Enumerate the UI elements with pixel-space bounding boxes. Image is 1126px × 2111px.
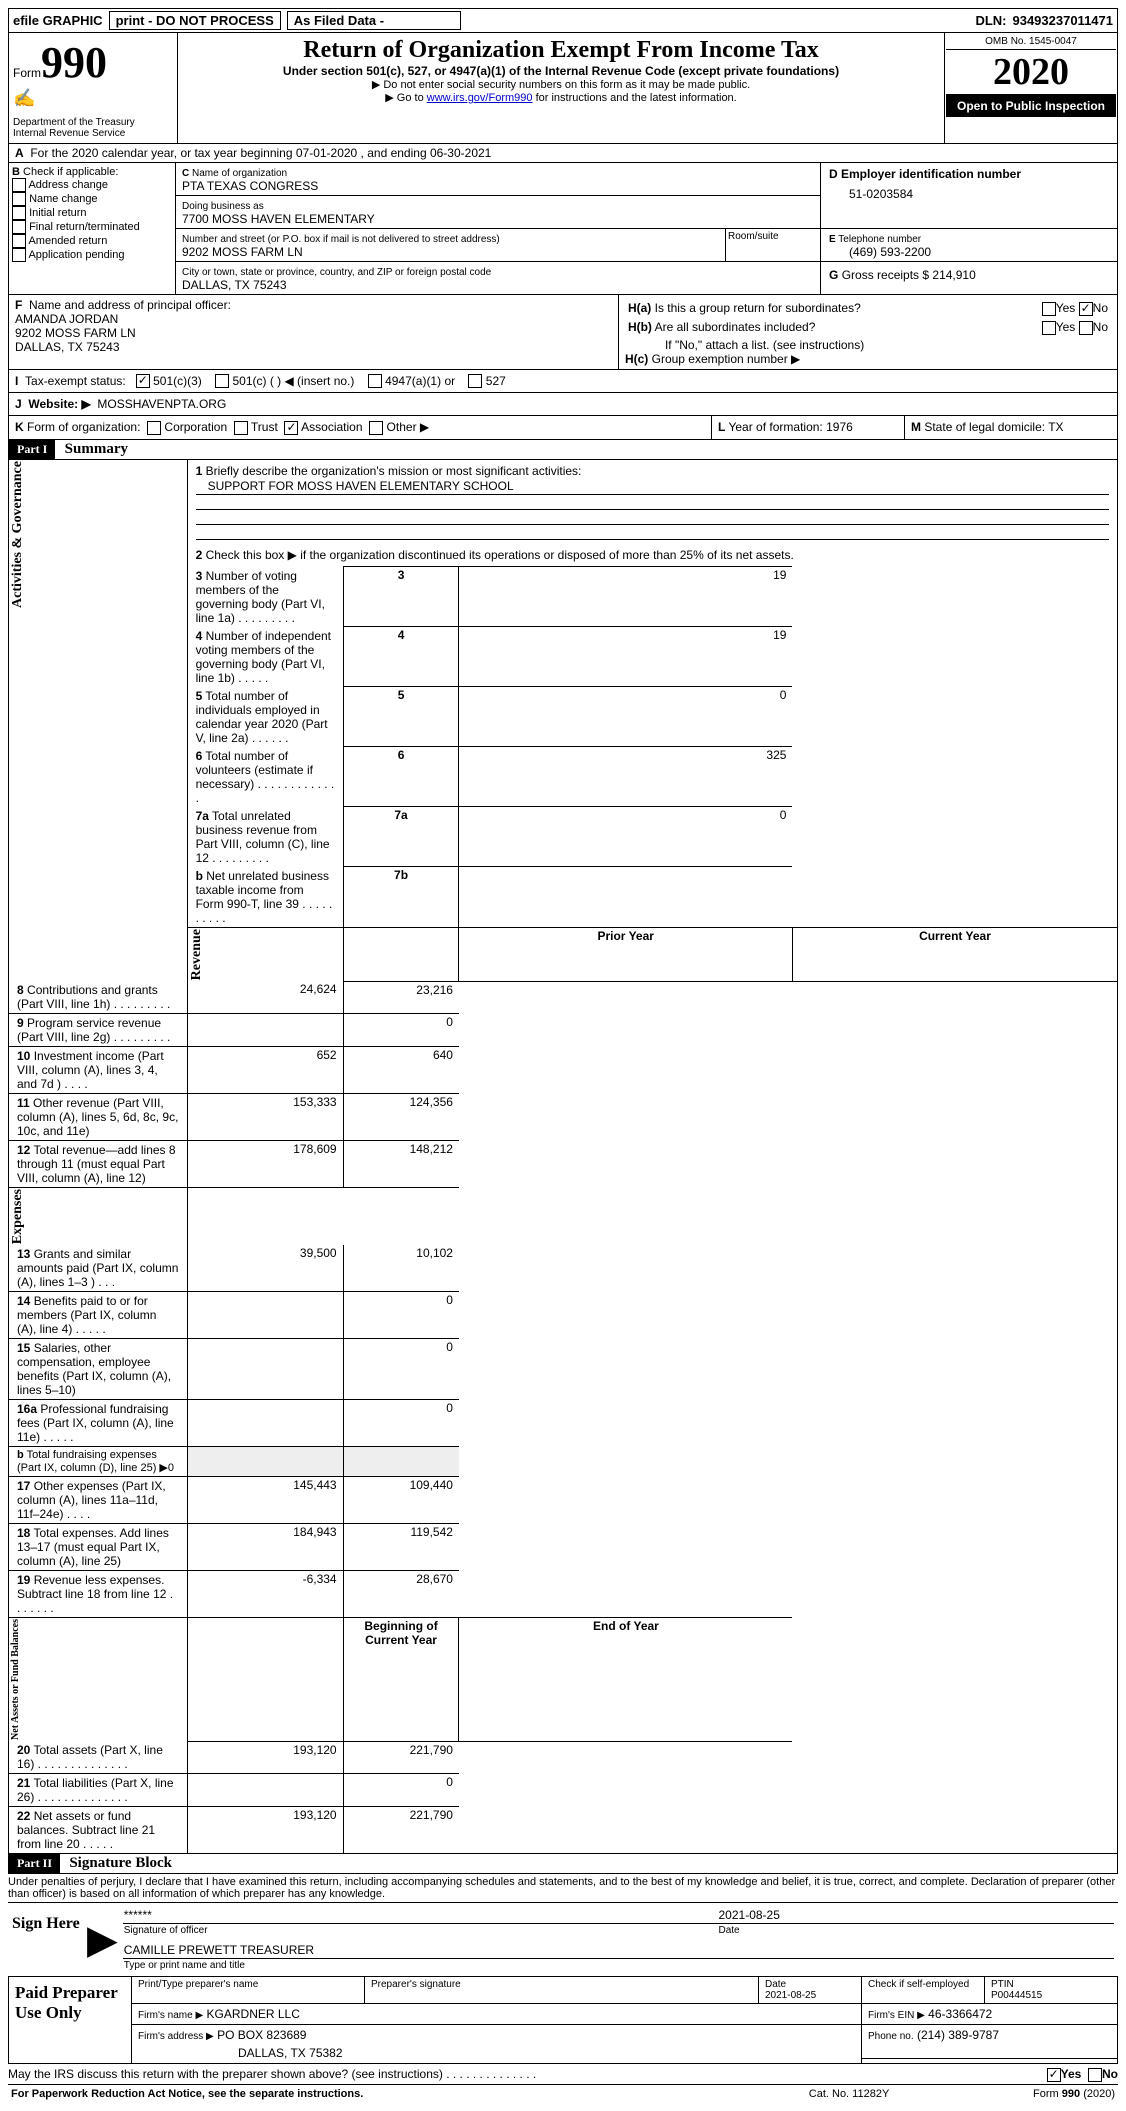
summary-row: 20 Total assets (Part X, line 16) . . . … — [9, 1741, 1118, 1774]
officer-print-name: CAMILLE PREWETT TREASURER — [123, 1937, 1114, 1959]
room-suite-label: Room/suite — [726, 229, 821, 261]
year-formation: 1976 — [826, 420, 853, 434]
summary-row: b Total fundraising expenses (Part IX, c… — [9, 1447, 1118, 1477]
form-subtitle: Under section 501(c), 527, or 4947(a)(1)… — [182, 64, 940, 78]
prep-date: 2021-08-25 — [765, 1990, 816, 2001]
cat-no: Cat. No. 11282Y — [762, 2087, 937, 2101]
firm-phone: (214) 389-9787 — [917, 2028, 999, 2042]
declaration: Under penalties of perjury, I declare th… — [8, 1874, 1118, 1903]
firm-addr2: DALLAS, TX 75382 — [138, 2042, 855, 2060]
officer-sig: ****** — [123, 1907, 718, 1924]
irs-link[interactable]: www.irs.gov/Form990 — [427, 92, 533, 104]
summary-row: 16a Professional fundraising fees (Part … — [9, 1400, 1118, 1447]
website-value: MOSSHAVENPTA.ORG — [97, 397, 226, 411]
part1-hdr: Part I — [9, 440, 55, 459]
phone-value: (469) 593-2200 — [829, 245, 1109, 259]
summary-row: 11 Other revenue (Part VIII, column (A),… — [9, 1094, 1118, 1141]
mission-text: SUPPORT FOR MOSS HAVEN ELEMENTARY SCHOOL — [196, 478, 1109, 495]
dba-value: 7700 MOSS HAVEN ELEMENTARY — [182, 212, 375, 226]
discuss-question: May the IRS discuss this return with the… — [8, 2067, 536, 2081]
sign-date: 2021-08-25 — [718, 1907, 1115, 1924]
summary-row: 13 Grants and similar amounts paid (Part… — [9, 1245, 1118, 1292]
vlabel-exp: Expenses — [10, 1189, 26, 1244]
summary-row: 19 Revenue less expenses. Subtract line … — [9, 1571, 1118, 1618]
ein-label: Employer identification number — [841, 167, 1021, 181]
current-year-hdr: Current Year — [792, 927, 1117, 981]
ein-value: 51-0203584 — [829, 181, 1109, 201]
summary-row: 9 Program service revenue (Part VIII, li… — [9, 1014, 1118, 1047]
officer-addr2: DALLAS, TX 75243 — [15, 340, 120, 354]
summary-row: 18 Total expenses. Add lines 13–17 (must… — [9, 1524, 1118, 1571]
top-bar: efile GRAPHIC print - DO NOT PROCESS As … — [8, 8, 1118, 33]
summary-row: 14 Benefits paid to or for members (Part… — [9, 1292, 1118, 1339]
city-value: DALLAS, TX 75243 — [182, 278, 287, 292]
state-domicile: TX — [1048, 420, 1063, 434]
gross-label: Gross receipts $ — [842, 268, 929, 282]
instr-2: ▶ Go to www.irs.gov/Form990 for instruct… — [182, 91, 940, 104]
officer-addr1: 9202 MOSS FARM LN — [15, 326, 136, 340]
summary-row: 12 Total revenue—add lines 8 through 11 … — [9, 1141, 1118, 1188]
dln-label: DLN: — [975, 13, 1006, 28]
summary-row: 8 Contributions and grants (Part VIII, l… — [9, 981, 1118, 1014]
form-word: Form — [13, 66, 41, 80]
open-inspection: Open to Public Inspection — [946, 95, 1116, 117]
part2-title: Signature Block — [63, 1855, 172, 1871]
box-j: J Website: ▶ MOSSHAVENPTA.ORG — [8, 393, 1118, 416]
tax-year: 2020 — [946, 50, 1116, 95]
officer-name: AMANDA JORDAN — [15, 312, 118, 326]
dept-label: Department of the Treasury Internal Reve… — [13, 117, 173, 139]
gross-value: 214,910 — [932, 268, 975, 282]
sign-here-label: Sign Here — [8, 1903, 86, 1977]
summary-row: 22 Net assets or fund balances. Subtract… — [9, 1807, 1118, 1854]
box-b: B Check if applicable: Address change Na… — [9, 163, 176, 295]
paperwork-notice: For Paperwork Reduction Act Notice, see … — [11, 2088, 363, 2100]
firm-addr1: PO BOX 823689 — [217, 2028, 306, 2042]
begin-year-hdr: Beginning of Current Year — [343, 1618, 459, 1741]
efile-label: efile GRAPHIC — [13, 13, 103, 28]
vlabel-na: Net Assets or Fund Balances — [10, 1619, 21, 1740]
part2-hdr: Part II — [9, 1854, 60, 1873]
summary-row: 10 Investment income (Part VIII, column … — [9, 1047, 1118, 1094]
print-box: print - DO NOT PROCESS — [109, 11, 281, 30]
phone-label: Telephone number — [838, 234, 921, 245]
summary-row: 21 Total liabilities (Part X, line 26) .… — [9, 1774, 1118, 1807]
org-name: PTA TEXAS CONGRESS — [182, 179, 318, 193]
end-year-hdr: End of Year — [459, 1618, 792, 1741]
instr-1: ▶ Do not enter social security numbers o… — [182, 78, 940, 91]
summary-row: 15 Salaries, other compensation, employe… — [9, 1339, 1118, 1400]
dln-value: 93493237011471 — [1012, 13, 1113, 28]
firm-ein: 46-3366472 — [928, 2007, 992, 2021]
form-title: Return of Organization Exempt From Incom… — [182, 37, 940, 64]
part1-title: Summary — [59, 441, 128, 457]
asfiled-box: As Filed Data - — [287, 11, 461, 30]
prior-year-hdr: Prior Year — [459, 927, 792, 981]
firm-name: KGARDNER LLC — [207, 2007, 300, 2021]
street-addr: 9202 MOSS FARM LN — [182, 245, 303, 259]
paid-preparer-label: Paid Preparer Use Only — [9, 1977, 132, 2064]
form-number: 990 — [41, 38, 107, 87]
line-a: A For the 2020 calendar year, or tax yea… — [8, 144, 1118, 163]
summary-row: 17 Other expenses (Part IX, column (A), … — [9, 1477, 1118, 1524]
ptin-value: P00444515 — [991, 1990, 1042, 2001]
vlabel-rev: Revenue — [189, 929, 205, 980]
omb-label: OMB No. 1545-0047 — [946, 34, 1116, 50]
box-i: I Tax-exempt status: ✓ 501(c)(3) 501(c) … — [8, 370, 1118, 394]
vlabel-ag: Activities & Governance — [10, 461, 26, 608]
